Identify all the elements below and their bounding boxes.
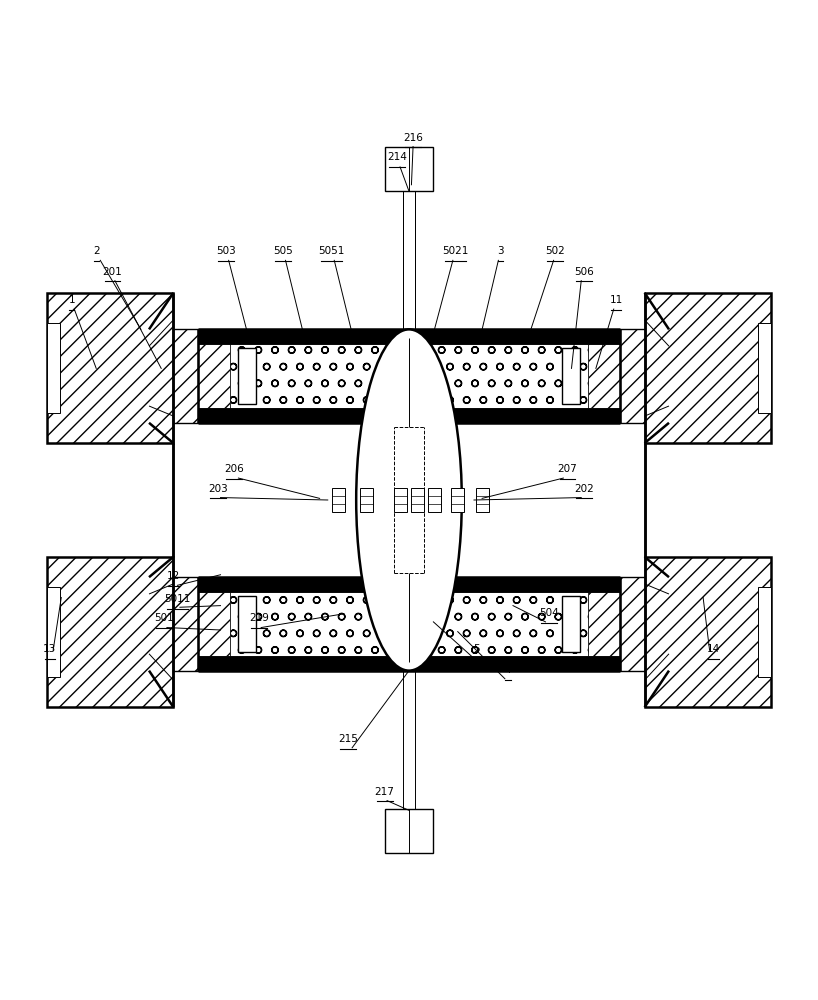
Bar <box>620 329 669 423</box>
Bar <box>198 592 230 656</box>
Bar <box>588 592 620 656</box>
Bar <box>230 592 393 656</box>
Text: 503: 503 <box>216 246 236 256</box>
Text: 506: 506 <box>573 267 594 277</box>
Bar <box>238 348 256 404</box>
Bar <box>425 592 588 656</box>
Text: 216: 216 <box>403 133 423 143</box>
Text: 4: 4 <box>505 665 511 675</box>
Bar <box>149 577 198 671</box>
Bar <box>47 293 173 443</box>
Text: 207: 207 <box>558 464 578 474</box>
Bar <box>425 344 588 408</box>
Bar <box>429 488 442 512</box>
Bar <box>384 147 434 191</box>
Bar <box>645 557 771 707</box>
Text: 501: 501 <box>154 613 173 623</box>
Bar <box>238 596 256 652</box>
Bar <box>198 329 620 344</box>
Text: 1: 1 <box>69 295 75 305</box>
Bar <box>562 348 580 404</box>
Bar <box>198 656 620 671</box>
Bar <box>230 344 393 408</box>
Text: 502: 502 <box>546 246 565 256</box>
Bar <box>475 488 488 512</box>
Bar <box>394 488 407 512</box>
Bar <box>403 329 415 423</box>
Bar <box>758 587 771 677</box>
Text: 12: 12 <box>167 571 180 581</box>
Bar <box>198 408 620 423</box>
Text: 5021: 5021 <box>442 246 469 256</box>
Text: 203: 203 <box>209 484 228 494</box>
Bar <box>758 323 771 413</box>
Text: 201: 201 <box>102 267 123 277</box>
Text: 3: 3 <box>497 246 504 256</box>
Text: 13: 13 <box>43 644 56 654</box>
Bar <box>620 577 669 671</box>
Text: 219: 219 <box>249 613 268 623</box>
Bar <box>645 293 771 443</box>
Text: 11: 11 <box>609 295 622 305</box>
Text: 5011: 5011 <box>164 594 191 604</box>
Bar <box>47 587 60 677</box>
Text: 14: 14 <box>707 644 721 654</box>
Bar <box>452 488 465 512</box>
Bar <box>384 809 434 853</box>
Bar <box>47 323 60 413</box>
Text: 215: 215 <box>338 734 358 744</box>
Bar <box>198 577 620 592</box>
Bar <box>332 488 345 512</box>
Bar <box>198 344 230 408</box>
Bar <box>562 596 580 652</box>
Ellipse shape <box>356 329 462 671</box>
Bar <box>47 557 173 707</box>
Text: 206: 206 <box>224 464 245 474</box>
Text: 505: 505 <box>273 246 293 256</box>
Bar <box>360 488 373 512</box>
Bar <box>149 329 198 423</box>
Text: 202: 202 <box>573 484 594 494</box>
Text: 217: 217 <box>375 787 394 797</box>
Text: 5: 5 <box>473 644 479 654</box>
Bar <box>588 344 620 408</box>
Bar <box>411 488 425 512</box>
Text: 504: 504 <box>539 608 559 618</box>
Text: 2: 2 <box>93 246 100 256</box>
Text: 5051: 5051 <box>319 246 345 256</box>
Bar <box>403 577 415 671</box>
Text: 214: 214 <box>387 152 407 162</box>
